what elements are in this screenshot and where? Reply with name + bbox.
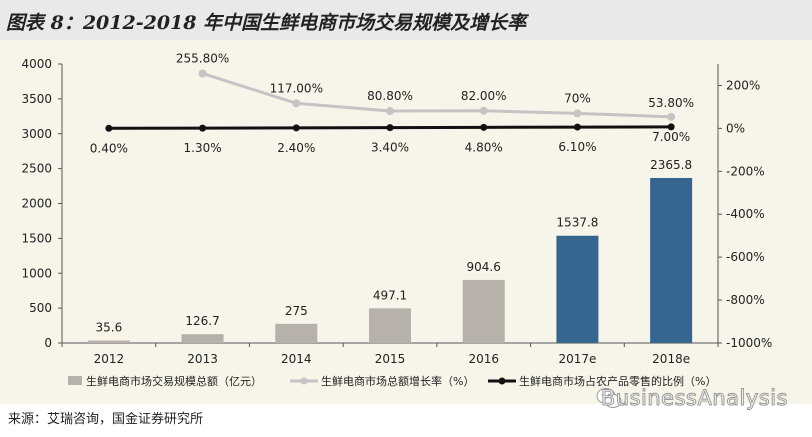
right-tick-label: -800% xyxy=(726,293,765,307)
share-label: 7.00% xyxy=(652,130,690,144)
legend-label: 生鲜电商市场交易规模总额（亿元） xyxy=(86,374,262,388)
share-label: 1.30% xyxy=(184,141,222,155)
growth-rate-point xyxy=(573,109,582,118)
bars xyxy=(87,177,693,343)
right-tick-label: 0% xyxy=(726,121,745,135)
share-label: 6.10% xyxy=(558,140,596,154)
left-tick-label: 1000 xyxy=(21,266,52,280)
right-tick-label: -1000% xyxy=(726,336,772,350)
right-tick-label: -600% xyxy=(726,250,765,264)
share-point xyxy=(199,124,207,132)
left-tick-label: 3000 xyxy=(21,127,52,141)
growth-rate-label: 70% xyxy=(564,91,591,105)
left-tick-label: 3500 xyxy=(21,92,52,106)
growth-rate-label: 53.80% xyxy=(648,96,694,110)
bar-value-label: 904.6 xyxy=(467,260,501,274)
growth-rate-point xyxy=(667,112,676,121)
wechat-icon xyxy=(596,388,622,408)
chart: 0 500 1000 1500 2000 2500 3000 3500 4000 -1000% -8… xyxy=(21,51,772,388)
legend-label: 生鲜电商市场占农产品零售的比例（%） xyxy=(519,374,716,388)
bar xyxy=(87,340,130,343)
left-tick-label: 500 xyxy=(29,301,52,315)
share-point xyxy=(480,123,488,131)
legend: 生鲜电商市场交易规模总额（亿元） 生鲜电商市场总额增长率（%） 生鲜电商市场占农产品… xyxy=(68,374,716,388)
left-tick-label: 2000 xyxy=(21,197,52,211)
right-tick-label: 200% xyxy=(726,78,760,92)
left-tick-label: 0 xyxy=(44,336,52,350)
share-label: 0.40% xyxy=(90,141,128,155)
bar-value-label: 35.6 xyxy=(95,321,122,335)
bar-value-label: 497.1 xyxy=(373,288,407,302)
growth-rate-label: 80.80% xyxy=(367,89,413,103)
x-tick-label: 2015 xyxy=(375,352,406,366)
watermark: BusinessAnalysis xyxy=(600,386,788,411)
bar xyxy=(650,177,693,343)
x-tick-label: 2012 xyxy=(94,352,125,366)
share-label: 2.40% xyxy=(277,141,315,155)
chart-title: 图表 8：2012-2018 年中国生鲜电商市场交易规模及增长率 xyxy=(6,12,527,34)
share-point xyxy=(105,124,113,132)
data-labels: 35.6 126.7 275 497.1 904.6 1537.8 2365.8 255.80… xyxy=(90,51,694,334)
right-tick-label: -200% xyxy=(726,164,765,178)
left-tick-label: 2500 xyxy=(21,162,52,176)
growth-rate-point xyxy=(198,69,207,78)
x-tick-label: 2013 xyxy=(187,352,218,366)
x-tick-label: 2018e xyxy=(652,352,690,366)
share-point xyxy=(667,123,675,131)
x-tick-label: 2014 xyxy=(281,352,312,366)
growth-rate-point xyxy=(479,106,488,115)
lines xyxy=(105,69,676,132)
bar xyxy=(462,279,505,343)
bar xyxy=(556,235,599,343)
bar xyxy=(275,323,318,343)
bar xyxy=(369,308,411,343)
left-tick-label: 4000 xyxy=(21,57,52,71)
bar-value-label: 1537.8 xyxy=(556,216,598,230)
bar-value-label: 126.7 xyxy=(185,314,219,328)
title-bar xyxy=(0,0,812,40)
source-note: 来源：艾瑞咨询，国金证券研究所 xyxy=(8,412,204,427)
legend-swatch-bars xyxy=(68,376,82,385)
growth-rate-line xyxy=(202,72,672,119)
growth-rate-point xyxy=(292,99,301,108)
x-tick-label: 2016 xyxy=(468,352,499,366)
growth-rate-point xyxy=(386,107,394,116)
growth-rate-label: 117.00% xyxy=(270,81,323,95)
share-point xyxy=(386,124,394,132)
legend-marker-growth xyxy=(300,377,308,385)
growth-rate-label: 82.00% xyxy=(461,89,507,103)
bar-value-label: 275 xyxy=(285,304,308,318)
bar xyxy=(181,334,224,343)
left-tick-label: 1500 xyxy=(21,231,52,245)
share-point xyxy=(573,123,581,131)
x-tick-label: 2017e xyxy=(558,352,596,366)
right-tick-label: -400% xyxy=(726,207,765,221)
legend-label: 生鲜电商市场总额增长率（%） xyxy=(321,374,474,388)
growth-rate-label: 255.80% xyxy=(176,51,229,65)
legend-marker-share xyxy=(498,377,506,385)
share-label: 3.40% xyxy=(371,141,409,155)
share-label: 4.80% xyxy=(465,140,503,154)
share-point xyxy=(292,124,300,132)
axes: 0 500 1000 1500 2000 2500 3000 3500 4000 -1000% -8… xyxy=(21,57,772,366)
bar-value-label: 2365.8 xyxy=(650,158,692,172)
